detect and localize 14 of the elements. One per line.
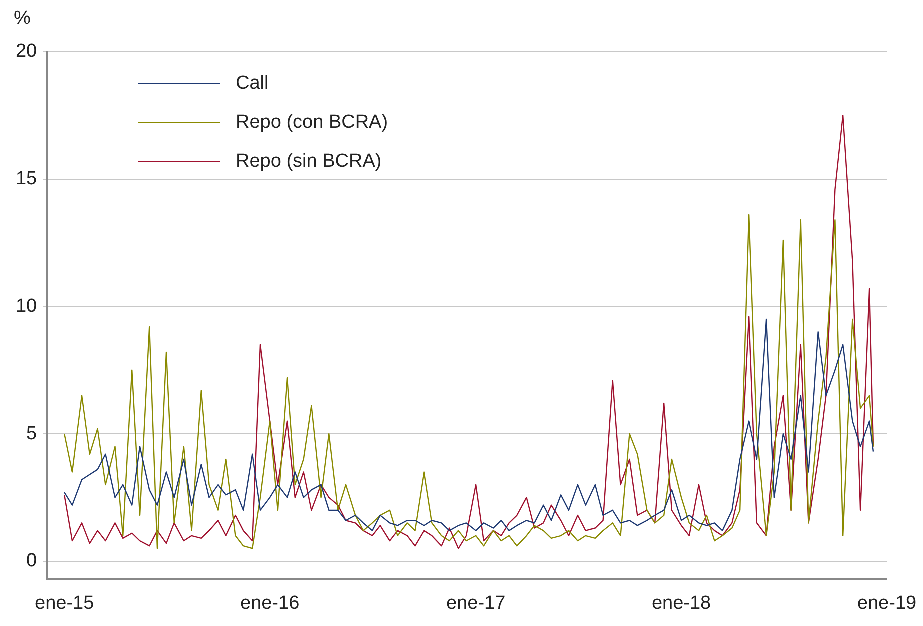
y-tick-label: 15: [16, 168, 38, 190]
x-tick-label: ene-16: [240, 592, 300, 614]
x-tick-label: ene-17: [446, 592, 506, 614]
x-tick-label: ene-15: [35, 592, 94, 614]
y-axis-title: %: [14, 8, 31, 30]
legend-label: Repo (con BCRA): [236, 112, 388, 134]
y-tick-label: 5: [26, 423, 38, 444]
x-tick-label: ene-19: [857, 592, 917, 614]
legend-label: Repo (sin BCRA): [236, 150, 382, 172]
y-tick-label: 20: [16, 41, 38, 62]
y-tick-label: 0: [26, 550, 38, 572]
legend-label: Call: [236, 72, 269, 94]
y-tick-label: 10: [16, 296, 38, 317]
x-tick-label: ene-18: [652, 592, 712, 614]
